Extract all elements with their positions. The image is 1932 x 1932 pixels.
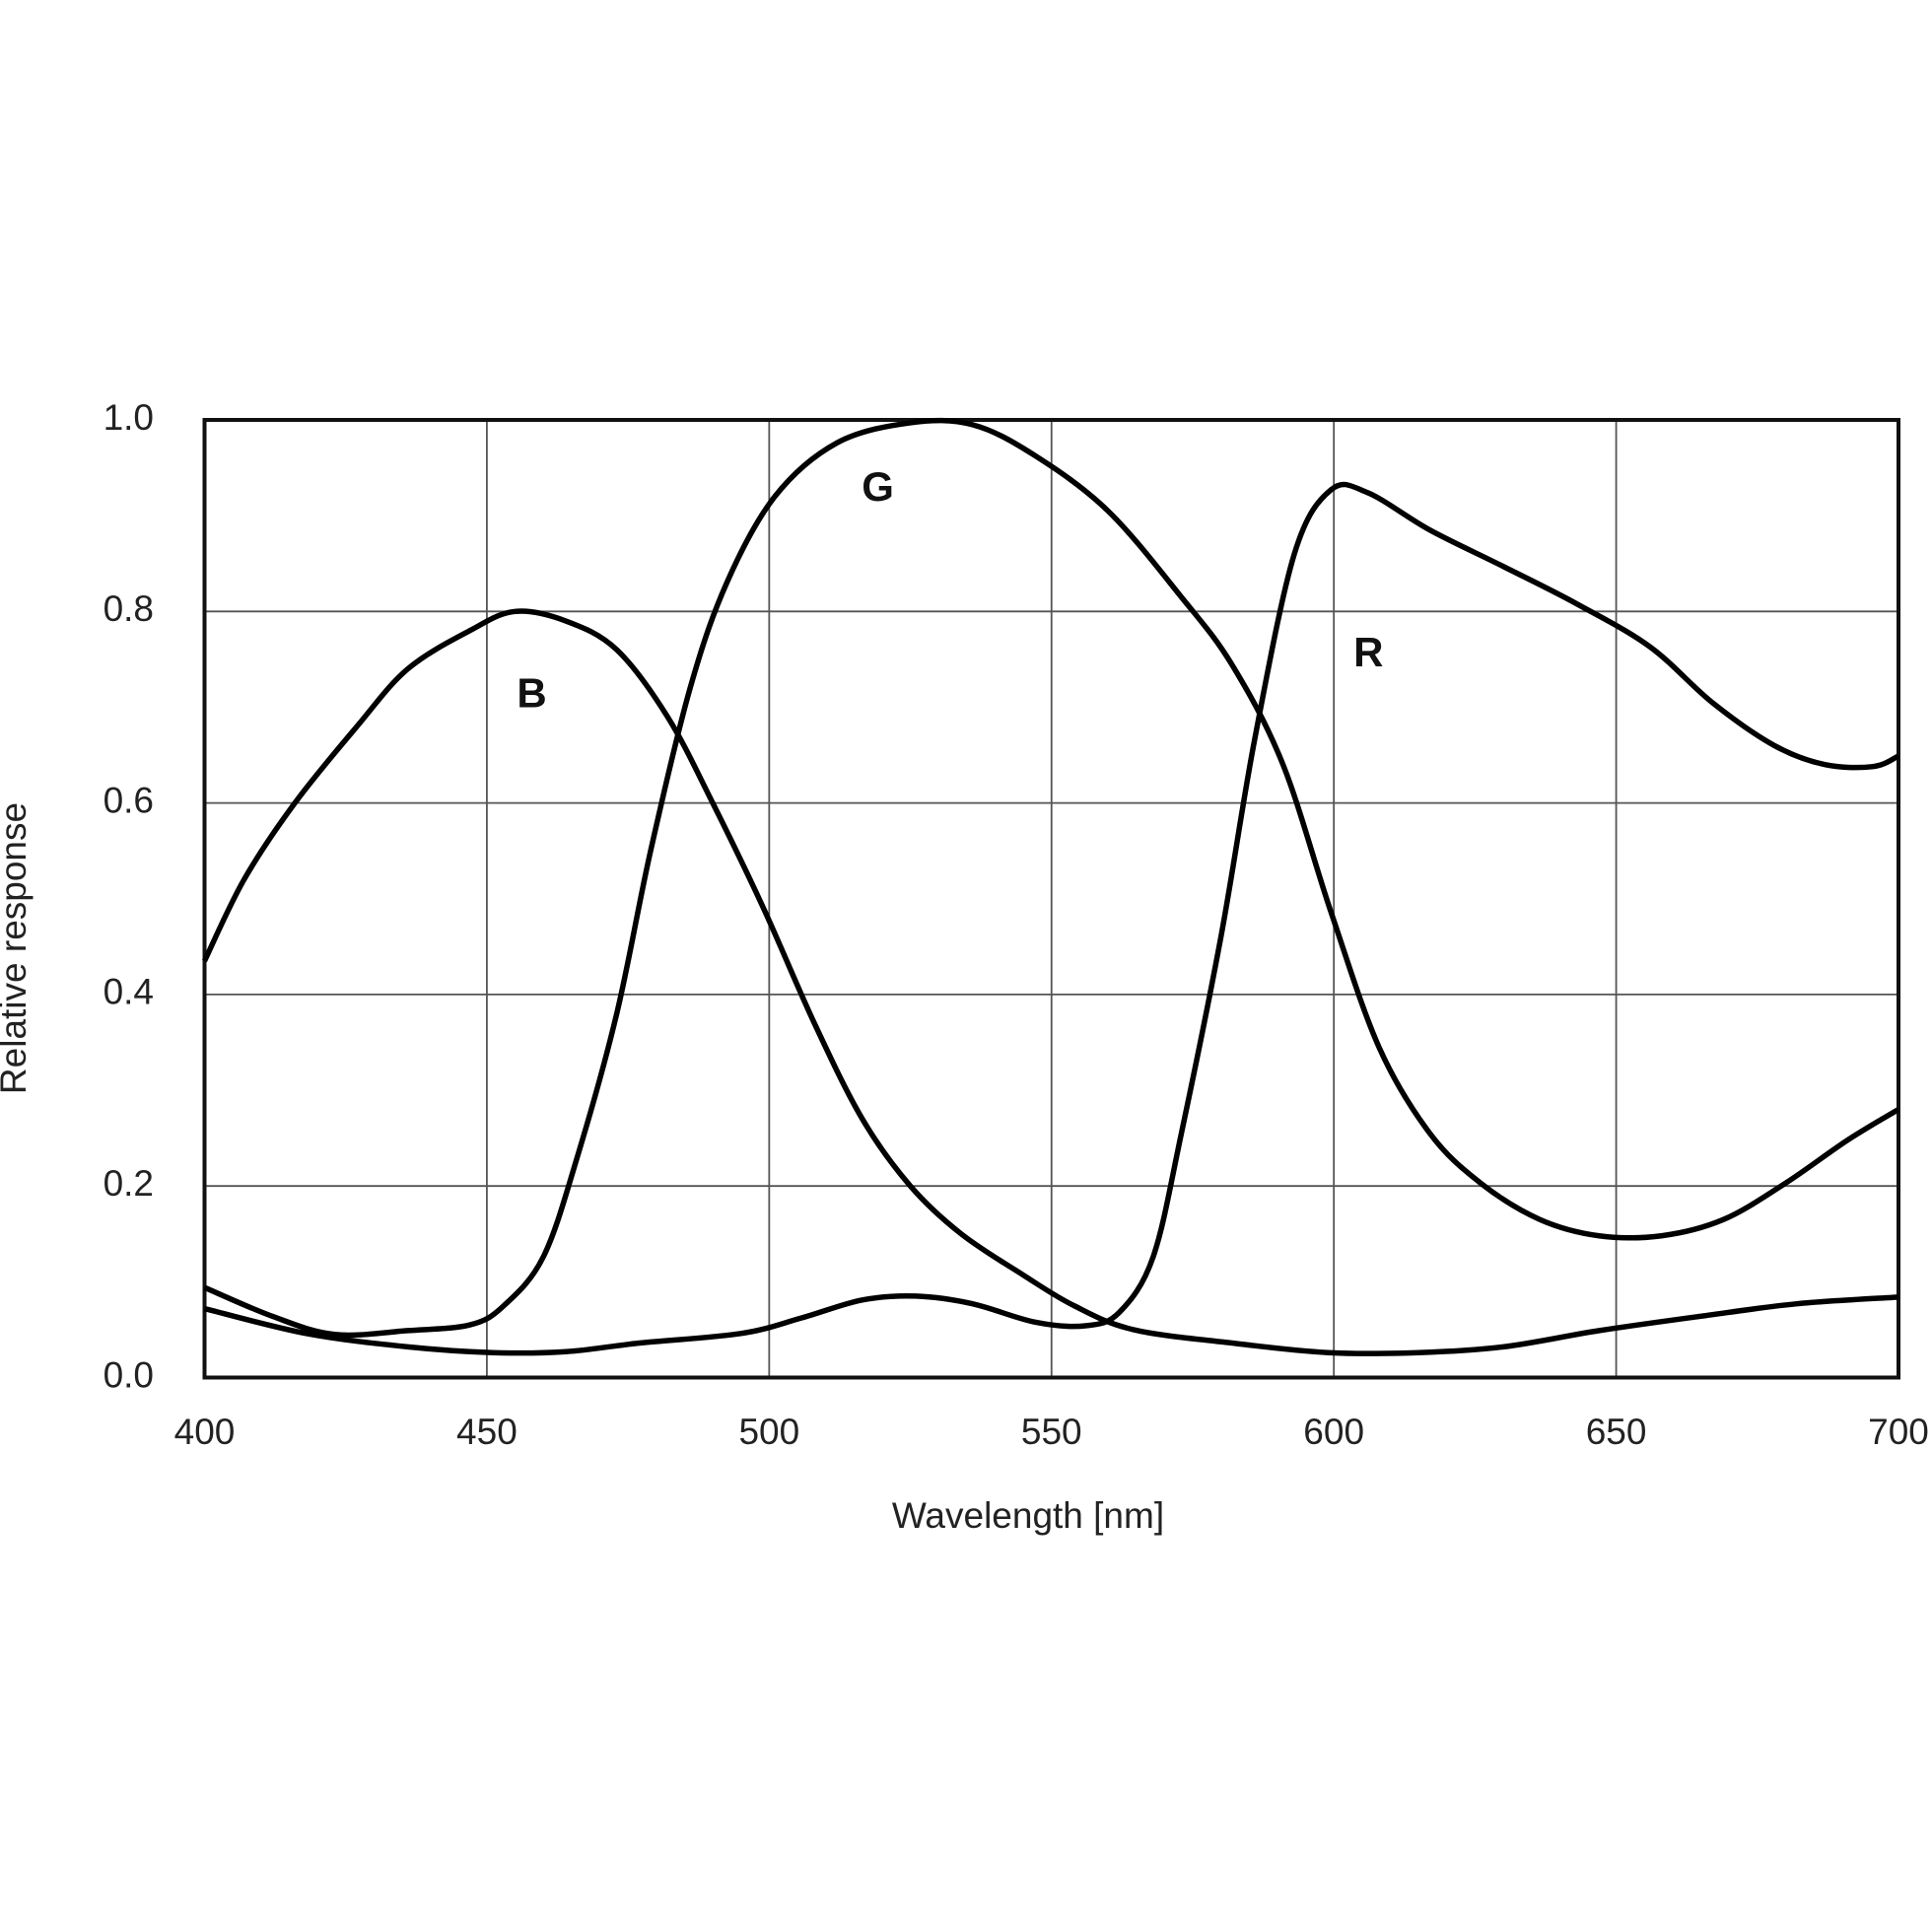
curve-label: B (517, 669, 546, 716)
x-tick-label: 550 (1021, 1412, 1082, 1452)
x-tick-label: 400 (174, 1412, 236, 1452)
y-tick-label: 0.0 (104, 1354, 154, 1395)
x-tick-label: 500 (738, 1412, 799, 1452)
y-tick-label: 0.4 (104, 972, 154, 1012)
y-axis-title: Relative response (0, 802, 34, 1094)
x-tick-label: 450 (456, 1412, 518, 1452)
response-curve (203, 481, 1900, 1356)
y-tick-label: 0.6 (104, 780, 154, 820)
x-tick-label: 650 (1586, 1412, 1647, 1452)
curve-label: R (1353, 629, 1383, 675)
x-axis-title: Wavelength [nm] (892, 1495, 1164, 1536)
x-tick-label: 700 (1868, 1412, 1929, 1452)
plot-frame (202, 418, 1900, 1380)
curve-label: G (862, 463, 894, 510)
response-curve (203, 417, 1900, 1339)
y-tick-label: 1.0 (104, 397, 154, 438)
y-tick-label: 0.8 (104, 588, 154, 629)
y-tick-label: 0.2 (104, 1163, 154, 1204)
response-curve (202, 608, 1899, 1356)
x-tick-label: 600 (1303, 1412, 1364, 1452)
